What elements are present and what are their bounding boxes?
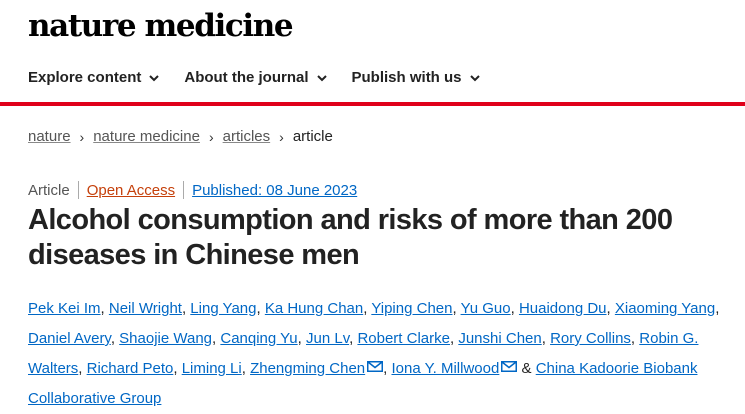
chevron-down-icon (316, 74, 327, 81)
mail-icon[interactable] (501, 361, 518, 372)
open-access-link[interactable]: Open Access (86, 181, 176, 199)
chevron-right-icon: › (208, 128, 214, 145)
author-link[interactable]: Shaojie Wang (119, 330, 213, 347)
author-link[interactable]: Liming Li (181, 360, 242, 377)
breadcrumb-articles[interactable]: articles (222, 128, 271, 145)
nav-about-the-journal[interactable]: About the journal (184, 69, 327, 86)
header-divider (0, 102, 745, 106)
author-link[interactable]: Robin G. Walters (28, 330, 699, 377)
author-link[interactable]: Yu Guo (460, 300, 511, 317)
author-link[interactable]: Yiping Chen (371, 300, 453, 317)
meta-divider (77, 181, 79, 199)
author-link[interactable]: Junshi Chen (458, 330, 542, 347)
author-link[interactable]: Richard Peto (86, 360, 174, 377)
author-list: Pek Kei Im, Neil Wright, Ling Yang, Ka H… (28, 300, 720, 407)
main-nav: Explore content About the journal Publis… (28, 69, 505, 86)
nav-explore-content[interactable]: Explore content (28, 69, 160, 86)
mail-icon[interactable] (367, 361, 384, 372)
author-link[interactable]: Rory Collins (550, 330, 631, 347)
chevron-down-icon (149, 74, 160, 81)
article-title: Alcohol consumption and risks of more th… (28, 204, 673, 271)
meta-divider (183, 181, 185, 199)
author-link[interactable]: Robert Clarke (357, 330, 450, 347)
author-link[interactable]: Daniel Avery (28, 330, 111, 347)
chevron-down-icon (469, 74, 480, 81)
author-link[interactable]: Huaidong Du (518, 300, 607, 317)
chevron-right-icon: › (79, 128, 85, 145)
author-link[interactable]: Ling Yang (190, 300, 257, 317)
breadcrumb: nature › nature medicine › articles › ar… (28, 128, 333, 145)
nav-publish-with-us[interactable]: Publish with us (352, 69, 481, 86)
author-link[interactable]: Ka Hung Chan (264, 300, 364, 317)
author-link[interactable]: Jun Lv (306, 330, 350, 347)
nav-label: About the journal (184, 69, 309, 86)
author-link[interactable]: Pek Kei Im (28, 300, 101, 317)
author-link[interactable]: Iona Y. Millwood (391, 360, 500, 377)
published-date-link[interactable]: Published: 08 June 2023 (192, 181, 358, 199)
article-meta: Article Open Access Published: 08 June 2… (28, 181, 357, 199)
author-link[interactable]: Zhengming Chen (250, 360, 366, 377)
breadcrumb-nature[interactable]: nature (28, 128, 71, 145)
author-link[interactable]: Xiaoming Yang (614, 300, 716, 317)
author-conjunction: & (521, 360, 532, 377)
site-logo[interactable]: nature medicine (28, 8, 294, 44)
author-link[interactable]: Neil Wright (108, 300, 182, 317)
article-type: Article (28, 181, 70, 199)
breadcrumb-nature-medicine[interactable]: nature medicine (93, 128, 200, 145)
nav-label: Publish with us (351, 69, 462, 86)
chevron-right-icon: › (279, 128, 284, 145)
author-group-link[interactable]: China Kadoorie Biobank Collaborative Gro… (28, 360, 698, 407)
breadcrumb-current: article (292, 128, 333, 145)
nav-label: Explore content (28, 69, 142, 86)
author-link[interactable]: Canqing Yu (220, 330, 298, 347)
